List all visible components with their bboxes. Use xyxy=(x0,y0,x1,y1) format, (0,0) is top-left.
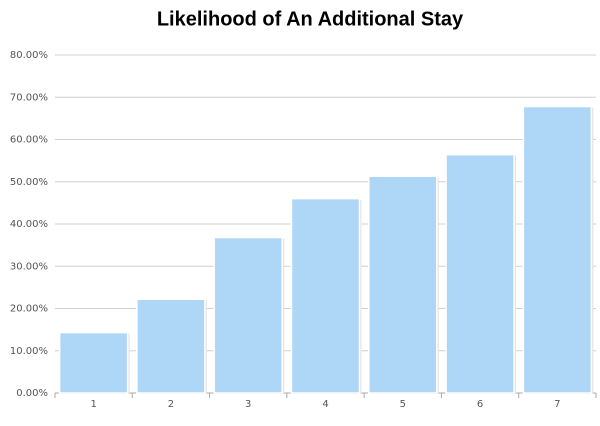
chart-title: Likelihood of An Additional Stay xyxy=(157,8,464,30)
bar xyxy=(213,236,283,394)
y-tick-label: 30.00% xyxy=(10,261,48,272)
bar xyxy=(522,105,593,394)
bar xyxy=(136,298,206,394)
y-tick-label: 40.00% xyxy=(10,219,48,230)
y-tick-label: 70.00% xyxy=(10,92,48,103)
x-tick-label: 7 xyxy=(554,399,560,410)
y-tick-label: 50.00% xyxy=(10,177,48,188)
x-tick-label: 5 xyxy=(400,399,406,410)
y-tick-label: 20.00% xyxy=(10,304,48,315)
y-tick-label: 60.00% xyxy=(10,135,48,146)
x-tick-label: 1 xyxy=(90,399,96,410)
x-tick-label: 2 xyxy=(168,399,174,410)
x-tick-label: 4 xyxy=(322,399,328,410)
x-tick-label: 3 xyxy=(245,399,251,410)
bar xyxy=(368,175,438,394)
y-tick-label: 0.00% xyxy=(16,388,48,399)
y-tick-label: 10.00% xyxy=(10,346,48,357)
bar xyxy=(58,331,129,394)
x-tick-label: 6 xyxy=(477,399,483,410)
bar xyxy=(445,153,515,394)
y-tick-label: 80.00% xyxy=(10,50,48,61)
bar xyxy=(290,197,361,394)
